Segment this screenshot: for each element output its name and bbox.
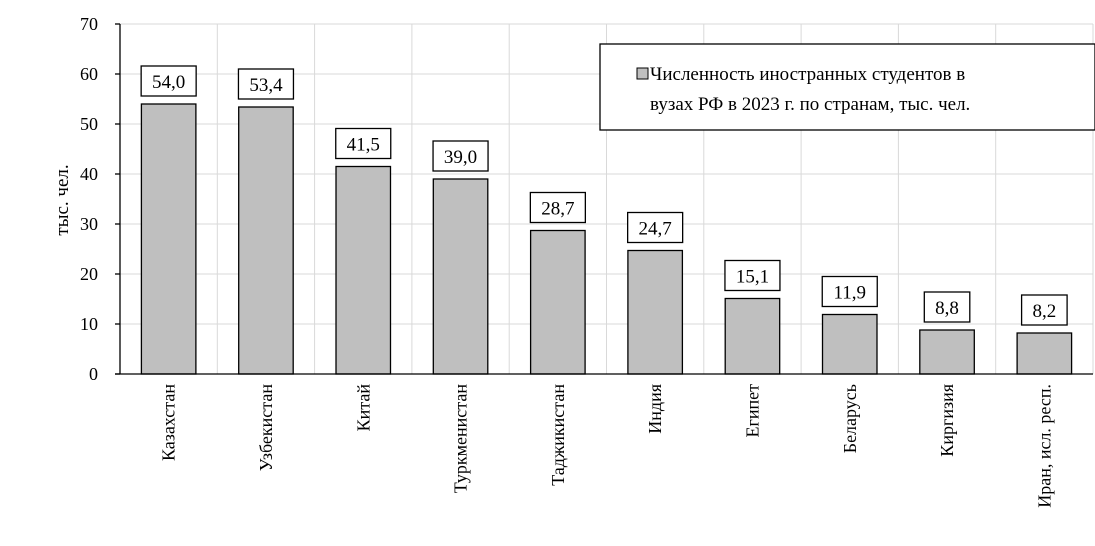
- bar: [919, 329, 975, 375]
- data-label-text: 53,4: [249, 75, 283, 96]
- data-label-box: [1020, 294, 1068, 326]
- legend-box: [599, 43, 1095, 131]
- data-label-box: [335, 127, 392, 160]
- data-label-box: [140, 65, 197, 97]
- legend-entry-line-2: вузах РФ в 2023 г. по странам, тыс. чел.: [650, 94, 970, 115]
- data-label-text: 41,5: [347, 135, 380, 156]
- category-label: Индия: [645, 384, 665, 434]
- bar: [627, 249, 684, 375]
- bar: [140, 103, 197, 375]
- data-label: 54,0: [140, 65, 197, 97]
- data-label-text: 8,2: [1032, 301, 1056, 322]
- bar: [1016, 332, 1073, 375]
- y-tick-label: 40: [80, 164, 98, 184]
- category-label: Казахстан: [159, 384, 179, 461]
- bar: [724, 297, 781, 375]
- bar: [335, 165, 392, 375]
- category-label: Таджикистан: [548, 384, 568, 486]
- bar: [238, 106, 294, 375]
- data-label: 11,9: [821, 275, 878, 308]
- y-tick-labels: 0 10 20 30 40 50 60 70: [80, 14, 98, 384]
- data-label: 39,0: [432, 140, 489, 172]
- bar: [529, 229, 586, 375]
- bar: [821, 313, 878, 375]
- y-tick-label: 10: [80, 314, 98, 334]
- legend-entry-line-1: Численность иностранных студентов в: [650, 64, 965, 85]
- data-label: 15,1: [724, 259, 781, 292]
- data-label-text: 8,8: [935, 298, 959, 319]
- y-axis-label: тыс. чел.: [52, 164, 73, 235]
- data-label-text: 54,0: [152, 72, 185, 93]
- legend: Численность иностранных студентов в вуза…: [599, 43, 1095, 131]
- bars: [140, 103, 1073, 375]
- legend-swatch: [636, 67, 649, 80]
- data-label: 8,8: [923, 291, 971, 323]
- data-label-box: [432, 140, 489, 172]
- category-labels: Казахстан Узбекистан Китай Туркменистан Тадж…: [159, 384, 1055, 508]
- axes: [115, 23, 1093, 375]
- y-tick-label: 20: [80, 264, 98, 284]
- category-label: Китай: [353, 384, 373, 432]
- data-label-box: [627, 211, 684, 244]
- data-label: 8,2: [1020, 294, 1068, 326]
- data-label-text: 15,1: [736, 267, 769, 288]
- y-tick-label: 60: [80, 64, 98, 84]
- data-label-box: [237, 68, 295, 100]
- category-label: Туркменистан: [451, 384, 471, 494]
- data-label-box: [923, 291, 971, 323]
- data-label-text: 39,0: [444, 147, 477, 168]
- category-label: Беларусь: [840, 384, 860, 453]
- data-label-box: [821, 275, 878, 308]
- category-label: Иран, исл. респ.: [1034, 384, 1054, 508]
- y-tick-label: 50: [80, 114, 98, 134]
- data-label-box: [529, 191, 586, 224]
- y-tick-label: 70: [80, 14, 98, 34]
- bar: [432, 178, 489, 375]
- data-label-text: 11,9: [833, 283, 866, 304]
- y-tick-label: 0: [89, 364, 98, 384]
- category-label: Узбекистан: [256, 384, 276, 472]
- data-label: 28,7: [529, 191, 586, 224]
- data-label-box: [724, 259, 781, 292]
- y-tick-label: 30: [80, 214, 98, 234]
- data-label: 24,7: [627, 211, 684, 244]
- data-labels: 54,0 53,4 41,5 39,0 28,7 24,7 15,1 11,9 8,8 8,2: [140, 65, 1068, 326]
- data-label-text: 24,7: [639, 219, 672, 240]
- data-label-text: 28,7: [541, 199, 574, 220]
- data-label: 41,5: [335, 127, 392, 160]
- category-label: Египет: [742, 384, 762, 438]
- data-label: 53,4: [237, 68, 295, 100]
- category-label: Киргизия: [937, 384, 957, 457]
